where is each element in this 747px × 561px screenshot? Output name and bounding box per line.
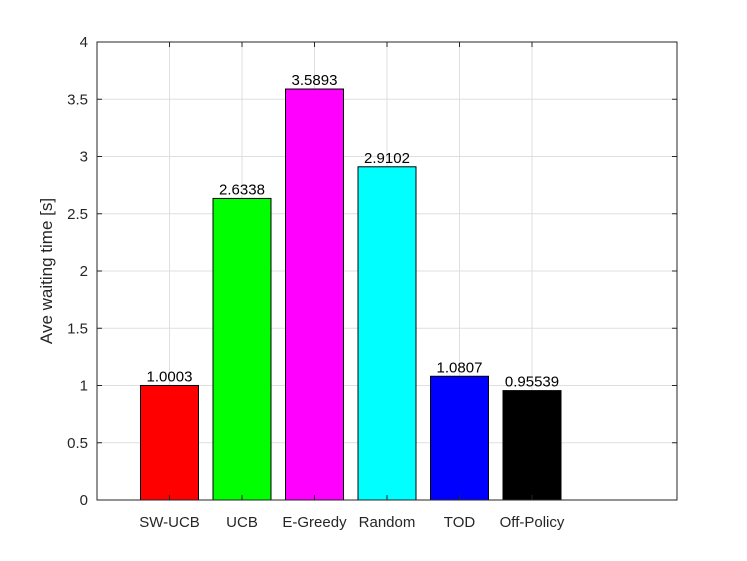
- y-tick-label: 3: [80, 149, 88, 166]
- y-axis-label: Ave waiting time [s]: [37, 198, 56, 344]
- y-tick-label: 4: [80, 34, 88, 51]
- x-tick-label: E-Greedy: [282, 514, 347, 531]
- y-tick-label: 0.5: [67, 435, 88, 452]
- x-tick-label: Random: [359, 514, 416, 531]
- x-axis-ticks: SW-UCB UCB E-Greedy Random TOD Off-Policy: [139, 42, 565, 531]
- data-label: 2.6338: [219, 181, 265, 198]
- x-tick-label: TOD: [444, 514, 476, 531]
- x-tick-label: Off-Policy: [500, 514, 565, 531]
- data-label: 0.95539: [505, 374, 559, 391]
- x-tick-label: SW-UCB: [139, 514, 200, 531]
- y-tick-label: 2.5: [67, 206, 88, 223]
- bar-random: [357, 166, 417, 501]
- bar-sw-ucb: [140, 384, 199, 501]
- bar-ucb: [212, 197, 272, 501]
- data-label: 2.9102: [364, 150, 410, 167]
- data-label: 1.0003: [147, 368, 193, 385]
- y-axis-ticks: 0 0.5 1 1.5 2 2.5 3 3.5 4: [67, 34, 677, 509]
- y-tick-label: 1: [80, 378, 88, 395]
- data-label: 1.0807: [437, 359, 483, 376]
- bar-tod: [430, 375, 489, 501]
- data-label: 3.5893: [292, 72, 338, 89]
- bar-e-greedy: [285, 88, 344, 501]
- y-tick-label: 0: [80, 492, 88, 509]
- y-tick-label: 1.5: [67, 320, 88, 337]
- y-tick-label: 3.5: [67, 91, 88, 108]
- y-tick-label: 2: [80, 263, 88, 280]
- bars: [140, 88, 562, 501]
- x-tick-label: UCB: [226, 514, 258, 531]
- data-labels: 1.0003 2.6338 3.5893 2.9102 1.0807 0.95539: [147, 72, 560, 391]
- bar-off-policy: [502, 390, 562, 501]
